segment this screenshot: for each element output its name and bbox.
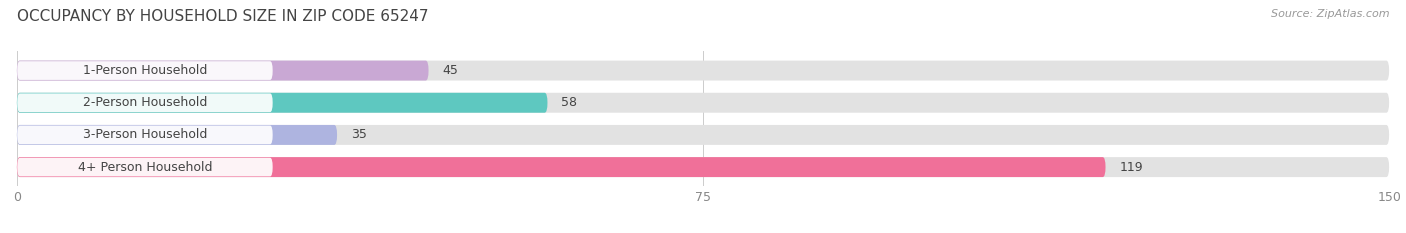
FancyBboxPatch shape: [17, 93, 273, 112]
FancyBboxPatch shape: [17, 157, 1105, 177]
Text: 1-Person Household: 1-Person Household: [83, 64, 207, 77]
Text: 3-Person Household: 3-Person Household: [83, 128, 207, 141]
Text: OCCUPANCY BY HOUSEHOLD SIZE IN ZIP CODE 65247: OCCUPANCY BY HOUSEHOLD SIZE IN ZIP CODE …: [17, 9, 429, 24]
Text: 4+ Person Household: 4+ Person Household: [77, 161, 212, 174]
FancyBboxPatch shape: [17, 61, 429, 81]
FancyBboxPatch shape: [17, 125, 337, 145]
Text: Source: ZipAtlas.com: Source: ZipAtlas.com: [1271, 9, 1389, 19]
FancyBboxPatch shape: [17, 93, 1389, 113]
Text: 2-Person Household: 2-Person Household: [83, 96, 207, 109]
FancyBboxPatch shape: [17, 158, 273, 176]
FancyBboxPatch shape: [17, 126, 273, 144]
FancyBboxPatch shape: [17, 125, 1389, 145]
FancyBboxPatch shape: [17, 93, 547, 113]
FancyBboxPatch shape: [17, 61, 1389, 81]
Text: 45: 45: [443, 64, 458, 77]
Text: 58: 58: [561, 96, 578, 109]
Text: 119: 119: [1119, 161, 1143, 174]
FancyBboxPatch shape: [17, 61, 273, 80]
Text: 35: 35: [350, 128, 367, 141]
FancyBboxPatch shape: [17, 157, 1389, 177]
